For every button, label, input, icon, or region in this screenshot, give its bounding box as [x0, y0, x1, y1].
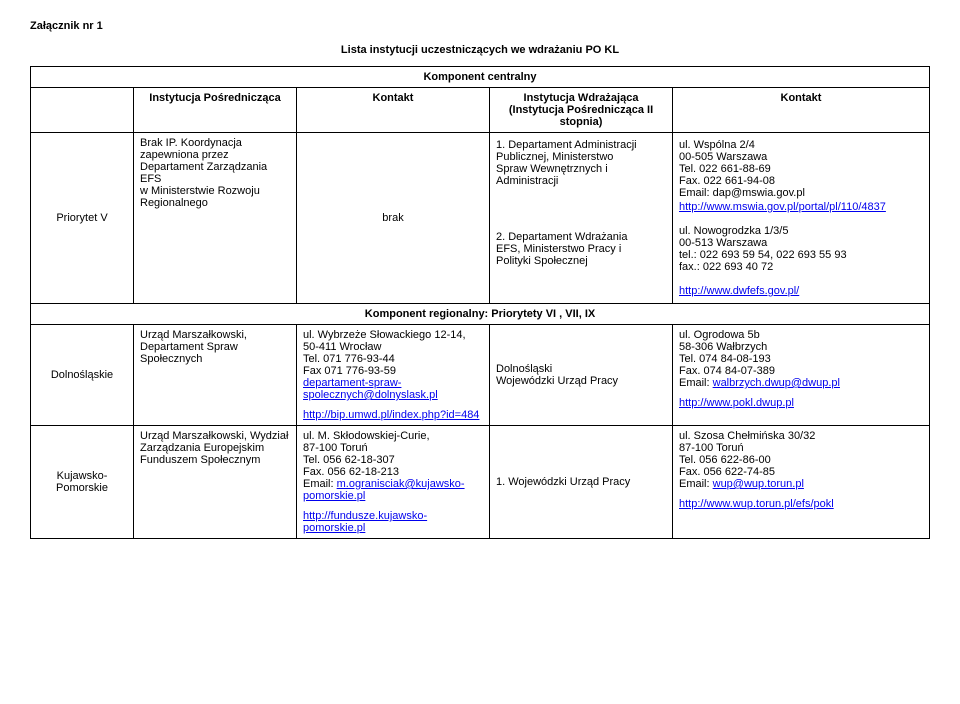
k1-text-0: ul. Wybrzeże Słowackiego 12-14, 50-411 W… [303, 329, 483, 377]
section-header-regional: Komponent regionalny: Priorytety VI , VI… [31, 304, 930, 325]
k1-cell-1: ul. M. Skłodowskiej-Curie, 87-100 Toruń … [297, 426, 490, 539]
region-cell-0: Dolnośląskie [31, 325, 134, 426]
iw1-text: 1. Departament Administracji Publicznej,… [496, 139, 666, 187]
k2-link-1[interactable]: http://www.wup.torun.pl/efs/pokl [679, 498, 834, 510]
priority-cell: Priorytet V [31, 133, 134, 304]
main-table: Komponent centralny Instytucja Pośrednic… [30, 66, 930, 539]
region-cell-1: Kujawsko- Pomorskie [31, 426, 134, 539]
k1-cell-0: ul. Wybrzeże Słowackiego 12-14, 50-411 W… [297, 325, 490, 426]
col-blank [31, 88, 134, 133]
ip-cell-0: Urząd Marszałkowski, Departament Spraw S… [134, 325, 297, 426]
attachment-label: Załącznik nr 1 [30, 20, 930, 32]
col-kontakt2: Kontakt [673, 88, 930, 133]
k1-link-0[interactable]: http://bip.umwd.pl/index.php?id=484 [303, 409, 479, 421]
kontakt2-cell: ul. Wspólna 2/4 00-505 Warszawa Tel. 022… [673, 133, 930, 304]
iw-cell-0: Dolnośląski Wojewódzki Urząd Pracy [490, 325, 673, 426]
k2-email-0[interactable]: walbrzych.dwup@dwup.pl [713, 377, 840, 389]
ip-cell: Brak IP. Koordynacja zapewniona przez De… [134, 133, 297, 304]
col-ip: Instytucja Pośrednicząca [134, 88, 297, 133]
k2a-text: ul. Wspólna 2/4 00-505 Warszawa Tel. 022… [679, 139, 923, 199]
k2-email-1[interactable]: wup@wup.torun.pl [713, 478, 804, 490]
k2-link-0[interactable]: http://www.pokl.dwup.pl [679, 397, 794, 409]
kontakt1-cell: brak [297, 133, 490, 304]
k2-cell-0: ul. Ogrodowa 5b 58-306 Wałbrzych Tel. 07… [673, 325, 930, 426]
ip-cell-1: Urząd Marszałkowski, Wydział Zarządzania… [134, 426, 297, 539]
k1-link-1[interactable]: http://fundusze.kujawsko-pomorskie.pl [303, 510, 427, 534]
iw2-text: 2. Departament Wdrażania EFS, Ministerst… [496, 231, 666, 267]
k2-cell-1: ul. Szosa Chełmińska 30/32 87-100 Toruń … [673, 426, 930, 539]
k2-link2[interactable]: http://www.dwfefs.gov.pl/ [679, 285, 799, 297]
section-header-central: Komponent centralny [31, 67, 930, 88]
k2b-text: ul. Nowogrodzka 1/3/5 00-513 Warszawa te… [679, 225, 923, 273]
page-title: Lista instytucji uczestniczących we wdra… [30, 44, 930, 56]
iw-cell: 1. Departament Administracji Publicznej,… [490, 133, 673, 304]
col-iw: Instytucja Wdrażająca (Instytucja Pośred… [490, 88, 673, 133]
iw-cell-1: 1. Wojewódzki Urząd Pracy [490, 426, 673, 539]
k2-link1[interactable]: http://www.mswia.gov.pl/portal/pl/110/48… [679, 201, 886, 213]
k1-email-0[interactable]: departament-spraw-spolecznych@dolnyslask… [303, 377, 438, 401]
col-kontakt1: Kontakt [297, 88, 490, 133]
